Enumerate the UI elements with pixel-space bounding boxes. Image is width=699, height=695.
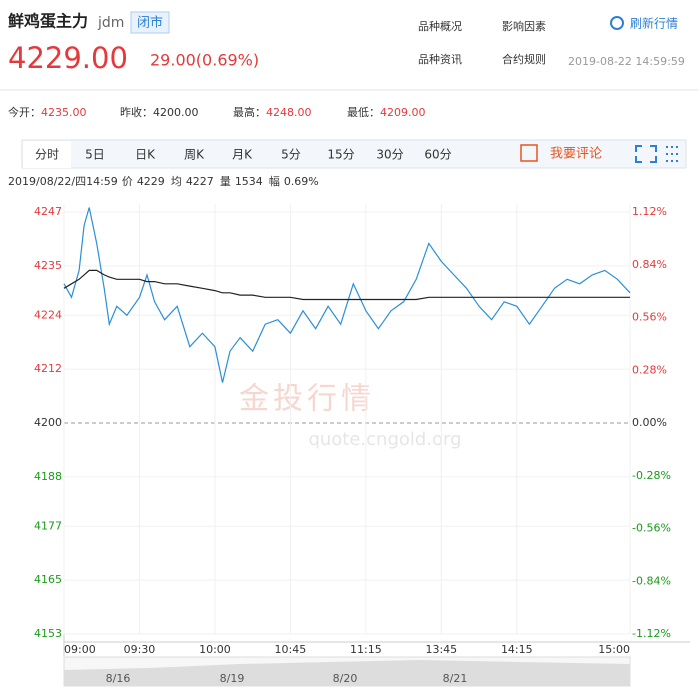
info-label: 幅	[269, 175, 280, 188]
link[interactable]: 品种资讯	[418, 52, 462, 66]
tab[interactable]: 日K	[135, 148, 156, 162]
y2-tick-label: -0.28%	[632, 469, 671, 482]
tab[interactable]: 60分	[424, 148, 451, 162]
y-tick-label: 4188	[34, 470, 62, 483]
x-tick-label: 13:45	[425, 643, 457, 656]
x-tick-label: 10:00	[199, 643, 231, 656]
comment[interactable]: 我要评论	[550, 147, 602, 162]
navigator-date: 8/19	[220, 672, 245, 685]
x-tick-label: 09:30	[124, 643, 156, 656]
tab[interactable]: 5分	[281, 148, 301, 162]
status: 闭市	[137, 15, 163, 31]
y2-tick-label: -0.56%	[632, 522, 671, 535]
y-tick-label: 4235	[34, 259, 62, 272]
fullscreen-icon[interactable]	[635, 145, 657, 163]
stat-label: 最低：	[347, 106, 380, 119]
comment-icon[interactable]	[520, 144, 538, 162]
y2-tick-label: 0.56%	[632, 311, 667, 324]
y2-tick-label: 0.00%	[632, 416, 667, 429]
x-tick-label: 09:00	[64, 643, 96, 656]
change: 29.00(0.69%)	[150, 51, 259, 70]
y-tick-label: 4200	[34, 416, 62, 429]
tab[interactable]: 月K	[232, 148, 253, 162]
y-tick-label: 4165	[34, 573, 62, 586]
navigator-date: 8/21	[443, 672, 468, 685]
y-tick-label: 4224	[34, 308, 62, 321]
navigator-date: 8/16	[106, 672, 131, 685]
info-value: 4229	[137, 175, 165, 188]
info-value: 4227	[186, 175, 214, 188]
y2-tick-label: 0.28%	[632, 363, 667, 376]
y2-tick-label: 0.84%	[632, 258, 667, 271]
navigator-date: 8/20	[333, 672, 358, 685]
active-tab	[23, 141, 71, 168]
info-label: 量	[220, 175, 231, 188]
info-label: 价	[122, 175, 133, 188]
x-tick-label: 11:15	[350, 643, 382, 656]
stat-value: 4200.00	[153, 106, 199, 119]
stat-label: 昨收：	[120, 105, 153, 119]
tab[interactable]: 5日	[85, 148, 105, 162]
stat-label: 最高：	[233, 105, 266, 119]
tab[interactable]: 周K	[184, 148, 205, 162]
info-value: 1534	[235, 175, 263, 188]
link[interactable]: 品种概况	[418, 19, 462, 33]
y-tick-label: 4153	[34, 627, 62, 640]
refresh[interactable]: 刷新行情	[630, 16, 678, 31]
series-line	[63, 207, 631, 383]
y2-tick-label: 1.12%	[632, 205, 667, 218]
series-line	[63, 269, 630, 301]
timestamp: 2019-08-22 14:59:59	[568, 55, 685, 68]
watermark: quote.cngold.org	[308, 429, 461, 450]
x-tick-label: 10:45	[275, 643, 307, 656]
tab[interactable]: 30分	[376, 148, 403, 162]
refresh-icon[interactable]	[610, 16, 624, 30]
status-badge	[130, 11, 170, 34]
y-tick-label: 4177	[34, 519, 62, 532]
stat-value: 4235.00	[41, 106, 87, 119]
y2-tick-label: -1.12%	[632, 627, 671, 640]
stat-value: 4248.00	[266, 106, 312, 119]
y-tick-label: 4212	[34, 362, 62, 375]
navigator-area	[64, 660, 630, 686]
title: 鲜鸡蛋主力	[8, 12, 88, 31]
settings-icon[interactable]	[666, 146, 678, 162]
watermark: 金投行情	[239, 382, 375, 417]
tab[interactable]: 15分	[327, 148, 354, 162]
link[interactable]: 合约规则	[502, 52, 546, 66]
price: 4229.00	[8, 41, 128, 75]
info-value: 0.69%	[284, 175, 319, 188]
tab[interactable]: 分时	[35, 148, 59, 162]
stat-value: 4209.00	[380, 106, 426, 119]
info-time: 2019/08/22/四14:59	[8, 175, 118, 188]
y-tick-label: 4247	[34, 205, 62, 218]
y2-tick-label: -0.84%	[632, 574, 671, 587]
info-label: 均	[171, 175, 182, 188]
code: jdm	[97, 15, 124, 31]
x-tick-label: 14:15	[501, 643, 533, 656]
link[interactable]: 影响因素	[502, 20, 546, 33]
tab-bar	[21, 139, 687, 169]
stat-label: 今开：	[8, 105, 41, 119]
x-tick-label: 15:00	[598, 643, 630, 656]
